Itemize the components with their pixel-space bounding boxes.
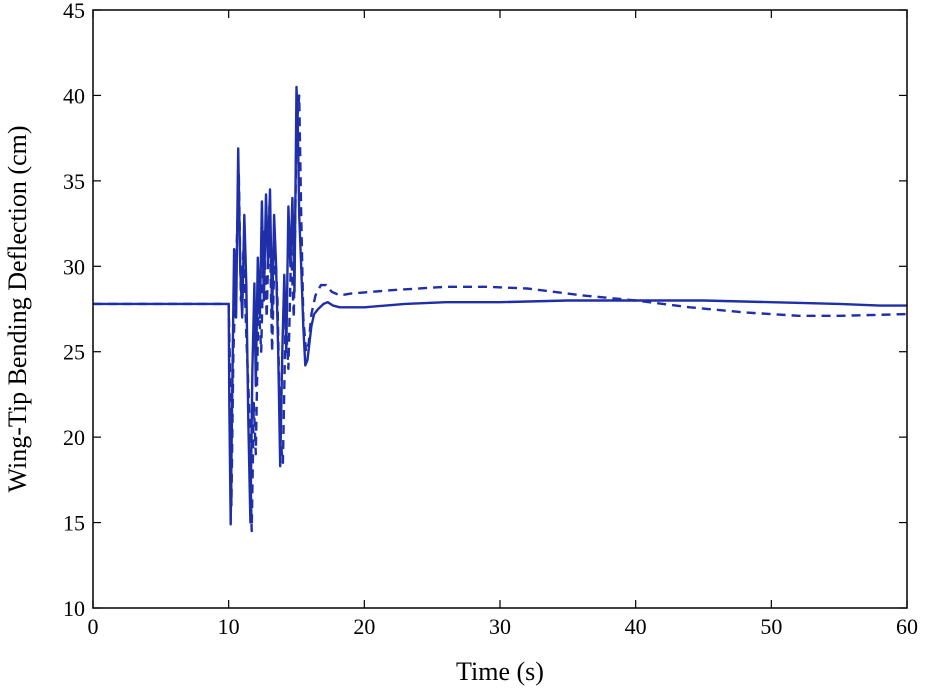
x-tick-label: 50 [760,614,782,639]
x-tick-label: 60 [896,614,918,639]
y-tick-label: 40 [63,83,85,108]
y-tick-label: 25 [63,340,85,365]
plot-frame [92,9,908,609]
y-tick-label: 10 [63,596,85,621]
series-line-solid [93,85,907,526]
plot-content [93,85,908,533]
y-tick-label: 30 [63,254,85,279]
y-axis-label: Wing-Tip Bending Deflection (cm) [3,126,32,493]
x-axis-label: Time (s) [456,657,544,686]
x-tick-label: 40 [625,614,647,639]
x-tick-label: 0 [88,614,99,639]
y-tick-label: 45 [63,0,85,23]
x-tick-label: 30 [489,614,511,639]
x-tick-label: 10 [218,614,240,639]
series-line-dashed [93,94,908,533]
axis-ticks [92,9,908,609]
y-tick-label: 20 [63,425,85,450]
x-tick-label: 20 [353,614,375,639]
y-tick-label: 35 [63,169,85,194]
y-tick-label: 15 [63,511,85,536]
